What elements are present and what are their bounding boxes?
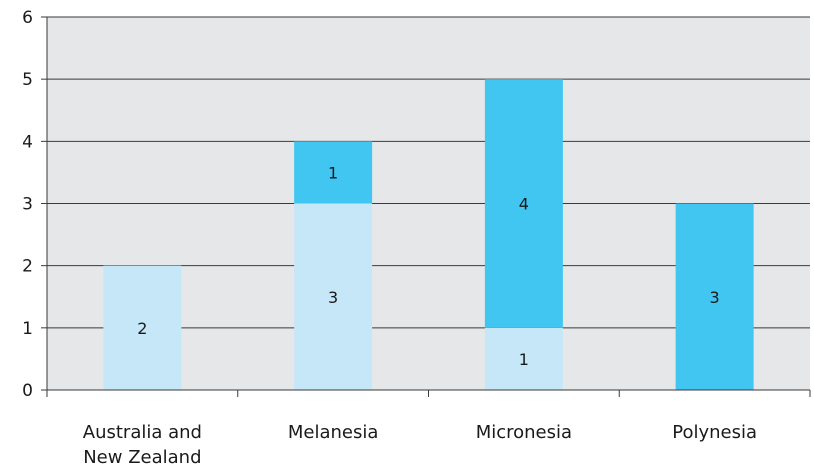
data-label: 4 — [519, 195, 529, 214]
y-tick-label: 2 — [22, 257, 33, 277]
bar-segment — [675, 203, 754, 390]
bars — [103, 79, 754, 390]
bar-segment — [484, 79, 563, 328]
data-label: 1 — [519, 350, 529, 369]
data-label: 3 — [328, 288, 338, 307]
data-label: 1 — [328, 163, 338, 182]
x-tick-label: Melanesia — [288, 422, 379, 443]
x-tick-label: Micronesia — [476, 422, 572, 443]
data-label: 2 — [137, 319, 147, 338]
y-tick-label: 3 — [22, 195, 33, 215]
x-tick-label: Polynesia — [672, 422, 757, 443]
y-tick-label: 0 — [22, 381, 33, 401]
x-tick-label: Australia and — [83, 422, 202, 443]
bar-segment — [294, 203, 373, 390]
axes — [41, 16, 811, 397]
labels: 0 1 2 3 4 5 6 2 Australia and New Zealand 3 1 Melane… — [22, 8, 757, 468]
y-tick-label: 4 — [22, 132, 33, 152]
x-tick-label: New Zealand — [83, 447, 201, 468]
bar-segment — [103, 265, 182, 390]
bar-segment — [484, 327, 563, 390]
data-label: 3 — [710, 288, 720, 307]
bar-segment — [294, 141, 373, 204]
y-tick-label: 6 — [22, 8, 33, 28]
y-tick-label: 5 — [22, 70, 33, 90]
y-tick-label: 1 — [22, 319, 33, 339]
